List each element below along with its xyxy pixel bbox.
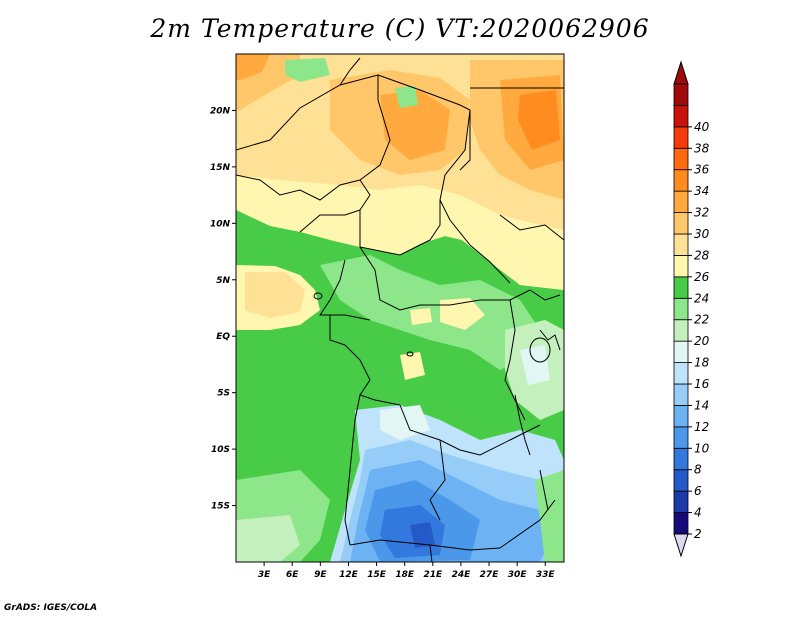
colorbar-box: [673, 383, 689, 406]
colorbar-label: 18: [694, 356, 710, 370]
colorbar-upper-arrow: [673, 60, 689, 85]
lon-label: 30E: [508, 570, 528, 580]
lon-label: 33E: [536, 570, 556, 580]
colorbar-label: 26: [694, 270, 710, 284]
footer-credit: GrADS: IGES/COLA: [4, 603, 98, 613]
colorbar-label: 10: [694, 441, 710, 455]
colorbar-label: 38: [694, 141, 710, 155]
colorbar-label: 2: [694, 527, 702, 541]
colorbar-label: 36: [694, 163, 710, 177]
lat-label: EQ: [216, 332, 230, 342]
colorbar-box: [673, 405, 689, 428]
colorbar-label: 6: [694, 484, 702, 498]
colorbar-label: 20: [694, 334, 710, 348]
colorbar-label: 34: [694, 184, 709, 198]
colorbar-label: 4: [694, 506, 702, 520]
colorbar-box: [673, 340, 689, 363]
latitude-axis: 20N 15N 10N 5N EQ 5S 10S 15S: [210, 106, 236, 512]
colorbar-box: [673, 426, 689, 449]
colorbar-box: [673, 233, 689, 256]
lon-label: 21E: [423, 570, 443, 580]
country-boundaries: [236, 57, 564, 562]
colorbar-box: [673, 147, 689, 171]
lat-label: 5S: [217, 389, 230, 399]
lat-label: 5N: [216, 276, 230, 286]
colorbar-label: 22: [694, 313, 709, 327]
lon-label: 6E: [286, 570, 299, 580]
lon-label: 9E: [314, 570, 327, 580]
colorbar-label: 14: [694, 398, 709, 412]
lon-label: 27E: [480, 570, 500, 580]
colorbar-label: 16: [694, 377, 710, 391]
colorbar-box: [673, 190, 689, 213]
colorbar-box: [673, 297, 689, 321]
map-title: 2m Temperature (C) VT:2020062906: [150, 14, 650, 43]
temperature-field: [236, 54, 564, 562]
lon-label: 24E: [452, 570, 472, 580]
colorbar-box: [673, 469, 689, 492]
colorbar-box: [673, 255, 689, 278]
colorbar-box: [673, 447, 689, 471]
colorbar-label: 12: [694, 420, 709, 434]
lat-label: 15N: [210, 163, 231, 173]
lat-label: 15S: [211, 502, 230, 512]
colorbar-box: [673, 512, 689, 535]
longitude-axis: 3E 6E 9E 12E 15E 18E 21E 24E 27E 30E 33E: [258, 562, 556, 580]
colorbar-box: [673, 105, 689, 128]
lon-label: 3E: [258, 570, 271, 580]
colorbar-box: [673, 319, 689, 342]
lat-label: 10S: [211, 445, 230, 455]
colorbar-box: [673, 276, 689, 299]
colorbar-label: 8: [694, 463, 702, 477]
lon-label: 12E: [339, 570, 359, 580]
colorbar-label: 32: [694, 206, 709, 220]
lat-label: 20N: [210, 106, 231, 116]
colorbar-lower-arrow: [673, 533, 689, 558]
colorbar-box: [673, 362, 689, 385]
colorbar-label: 28: [694, 248, 710, 262]
colorbar-box: [673, 169, 689, 192]
colorbar-box: [673, 490, 689, 513]
lon-label: 18E: [395, 570, 415, 580]
map-frame: [235, 53, 565, 563]
colorbar-box: [673, 212, 689, 235]
colorbar-label: 40: [694, 120, 710, 134]
colorbar-box: [673, 83, 689, 106]
colorbar-box: [673, 126, 689, 149]
lat-label: 10N: [210, 219, 231, 229]
colorbar-label: 24: [694, 291, 709, 305]
lakes: [313, 292, 551, 511]
lon-label: 15E: [367, 570, 387, 580]
colorbar-label: 30: [694, 227, 710, 241]
